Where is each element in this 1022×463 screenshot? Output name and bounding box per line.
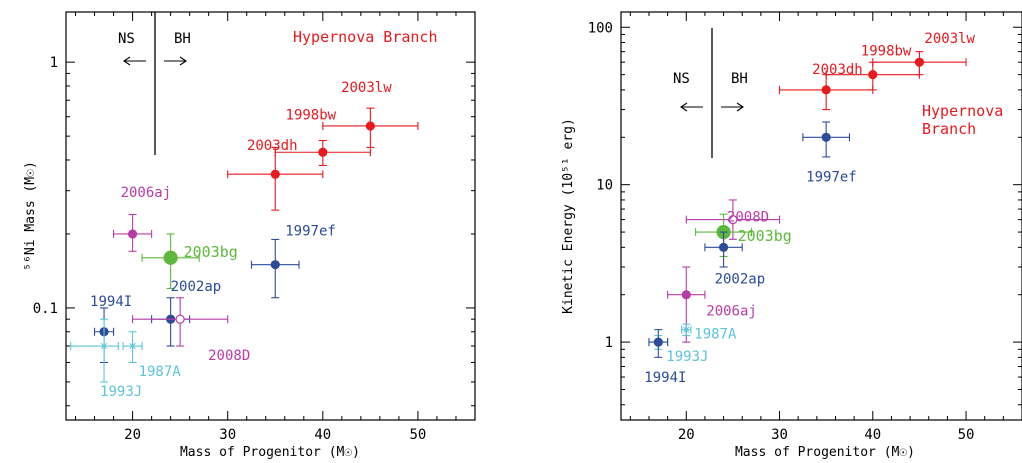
data-point-2008D: 2008D xyxy=(132,297,250,364)
right-ns-arrow xyxy=(680,102,703,112)
point-label-2006aj: 2006aj xyxy=(121,185,172,201)
y-tick-label: 1 xyxy=(605,335,613,351)
point-label-2003lw: 2003lw xyxy=(341,80,392,96)
data-point-2008D: 2008D xyxy=(685,199,781,240)
point-label-2003dh: 2003dh xyxy=(247,138,298,154)
data-point-2003bg: 2003bg xyxy=(141,233,238,290)
open-marker xyxy=(175,314,185,324)
filled-marker xyxy=(914,57,925,67)
left-hypernova-branch-label: Hypernova Branch xyxy=(293,28,438,46)
point-label-2006aj: 2006aj xyxy=(706,304,757,320)
left-x-axis-label: Mass of Progenitor (M☉) xyxy=(180,445,360,460)
right-bh-arrow xyxy=(721,102,744,112)
right-plot-frame xyxy=(620,11,1022,421)
right-y-axis-label: Kinetic Energy (10⁵¹ erg) xyxy=(561,118,576,314)
point-label-1993J: 1993J xyxy=(100,384,142,400)
y-tick-label: 10 xyxy=(596,178,613,194)
point-label-2002ap: 2002ap xyxy=(715,271,766,287)
filled-marker xyxy=(270,169,280,179)
point-label-2003lw: 2003lw xyxy=(924,31,975,47)
filled-marker xyxy=(270,260,280,270)
point-label-2008D: 2008D xyxy=(727,210,769,226)
point-label-1987A: 1987A xyxy=(139,364,182,380)
data-point-2002ap: 2002ap xyxy=(704,231,766,287)
right-branch-label: Branch xyxy=(922,120,976,138)
filled-marker xyxy=(868,70,878,80)
left-ns-label: NS xyxy=(118,31,135,47)
filled-marker xyxy=(318,147,328,157)
filled-marker xyxy=(163,250,178,265)
left-plot-frame xyxy=(65,11,476,421)
point-label-2003bg: 2003bg xyxy=(184,243,238,261)
point-label-1997ef: 1997ef xyxy=(285,224,336,240)
point-label-1998bw: 1998bw xyxy=(861,44,912,60)
right-axis-ticks: 20 30 40 50 1 10 100 xyxy=(588,12,1022,443)
point-label-1993J: 1993J xyxy=(666,349,708,365)
filled-marker xyxy=(365,121,375,131)
x-tick-label: 50 xyxy=(410,427,427,443)
data-point-2002ap: 2002ap xyxy=(151,279,222,347)
filled-marker xyxy=(821,85,831,95)
data-point-2003dh: 2003dh xyxy=(778,62,874,111)
x-tick-label: 50 xyxy=(958,427,975,443)
data-point-2006aj: 2006aj xyxy=(113,185,172,252)
filled-marker xyxy=(821,132,831,142)
left-axis-ticks: 20 30 40 50 0.1 1 xyxy=(33,12,476,443)
point-label-2003dh: 2003dh xyxy=(812,62,863,78)
star-marker xyxy=(683,326,690,333)
data-point-1993J: 1993J xyxy=(70,318,142,400)
right-hypernova-label: Hypernova xyxy=(922,102,1003,120)
x-tick-label: 30 xyxy=(771,427,788,443)
right-bh-label: BH xyxy=(731,71,748,87)
right-x-axis-label: Mass of Progenitor (M☉) xyxy=(735,445,915,460)
data-point-1997ef: 1997ef xyxy=(802,121,857,185)
data-point-1997ef: 1997ef xyxy=(250,224,336,299)
point-label-1987A: 1987A xyxy=(694,327,737,343)
left-bh-label: BH xyxy=(174,31,191,47)
data-point-1994I: 1994I xyxy=(644,329,686,386)
data-point-1987A: 1987A xyxy=(681,323,737,343)
point-label-2003bg: 2003bg xyxy=(738,227,792,245)
filled-marker xyxy=(681,290,691,300)
x-tick-label: 40 xyxy=(314,427,331,443)
y-tick-label: 1 xyxy=(50,55,58,71)
data-point-1994I: 1994I xyxy=(90,294,132,364)
filled-marker xyxy=(718,242,729,252)
x-tick-label: 40 xyxy=(864,427,881,443)
data-point-1998bw: 1998bw xyxy=(825,44,920,91)
right-ns-label: NS xyxy=(673,71,690,87)
ni-mass-panel: NS BH Hypernova Branch Mass of Progenito… xyxy=(23,11,476,460)
data-point-2003dh: 2003dh xyxy=(227,138,324,211)
left-ns-arrow xyxy=(123,56,146,66)
point-label-1994I: 1994I xyxy=(90,294,132,310)
open-marker xyxy=(728,215,738,225)
x-tick-label: 20 xyxy=(678,427,695,443)
data-point-2003lw: 2003lw xyxy=(322,80,419,148)
left-bh-arrow xyxy=(164,56,187,66)
point-label-1997ef: 1997ef xyxy=(806,169,857,185)
y-tick-label: 100 xyxy=(588,20,613,36)
filled-marker xyxy=(653,337,663,347)
star-marker xyxy=(100,342,108,350)
data-point-2006aj: 2006aj xyxy=(667,266,757,343)
data-point-1998bw: 1998bw xyxy=(274,107,371,166)
point-label-2008D: 2008D xyxy=(208,348,250,364)
x-tick-label: 20 xyxy=(124,427,141,443)
data-point-1987A: 1987A xyxy=(122,331,182,380)
filled-marker xyxy=(127,229,138,239)
x-tick-label: 30 xyxy=(219,427,236,443)
y-tick-label: 0.1 xyxy=(33,301,58,317)
left-y-axis-label: ⁵⁶Ni Mass (M☉) xyxy=(23,161,38,271)
star-marker xyxy=(129,342,136,350)
kinetic-energy-panel: NS BH Hypernova Branch Mass of Progenito… xyxy=(561,11,1022,460)
point-label-2002ap: 2002ap xyxy=(171,279,222,295)
data-point-2003lw: 2003lw xyxy=(872,31,976,76)
point-label-1994I: 1994I xyxy=(644,370,686,386)
point-label-1998bw: 1998bw xyxy=(286,107,337,123)
